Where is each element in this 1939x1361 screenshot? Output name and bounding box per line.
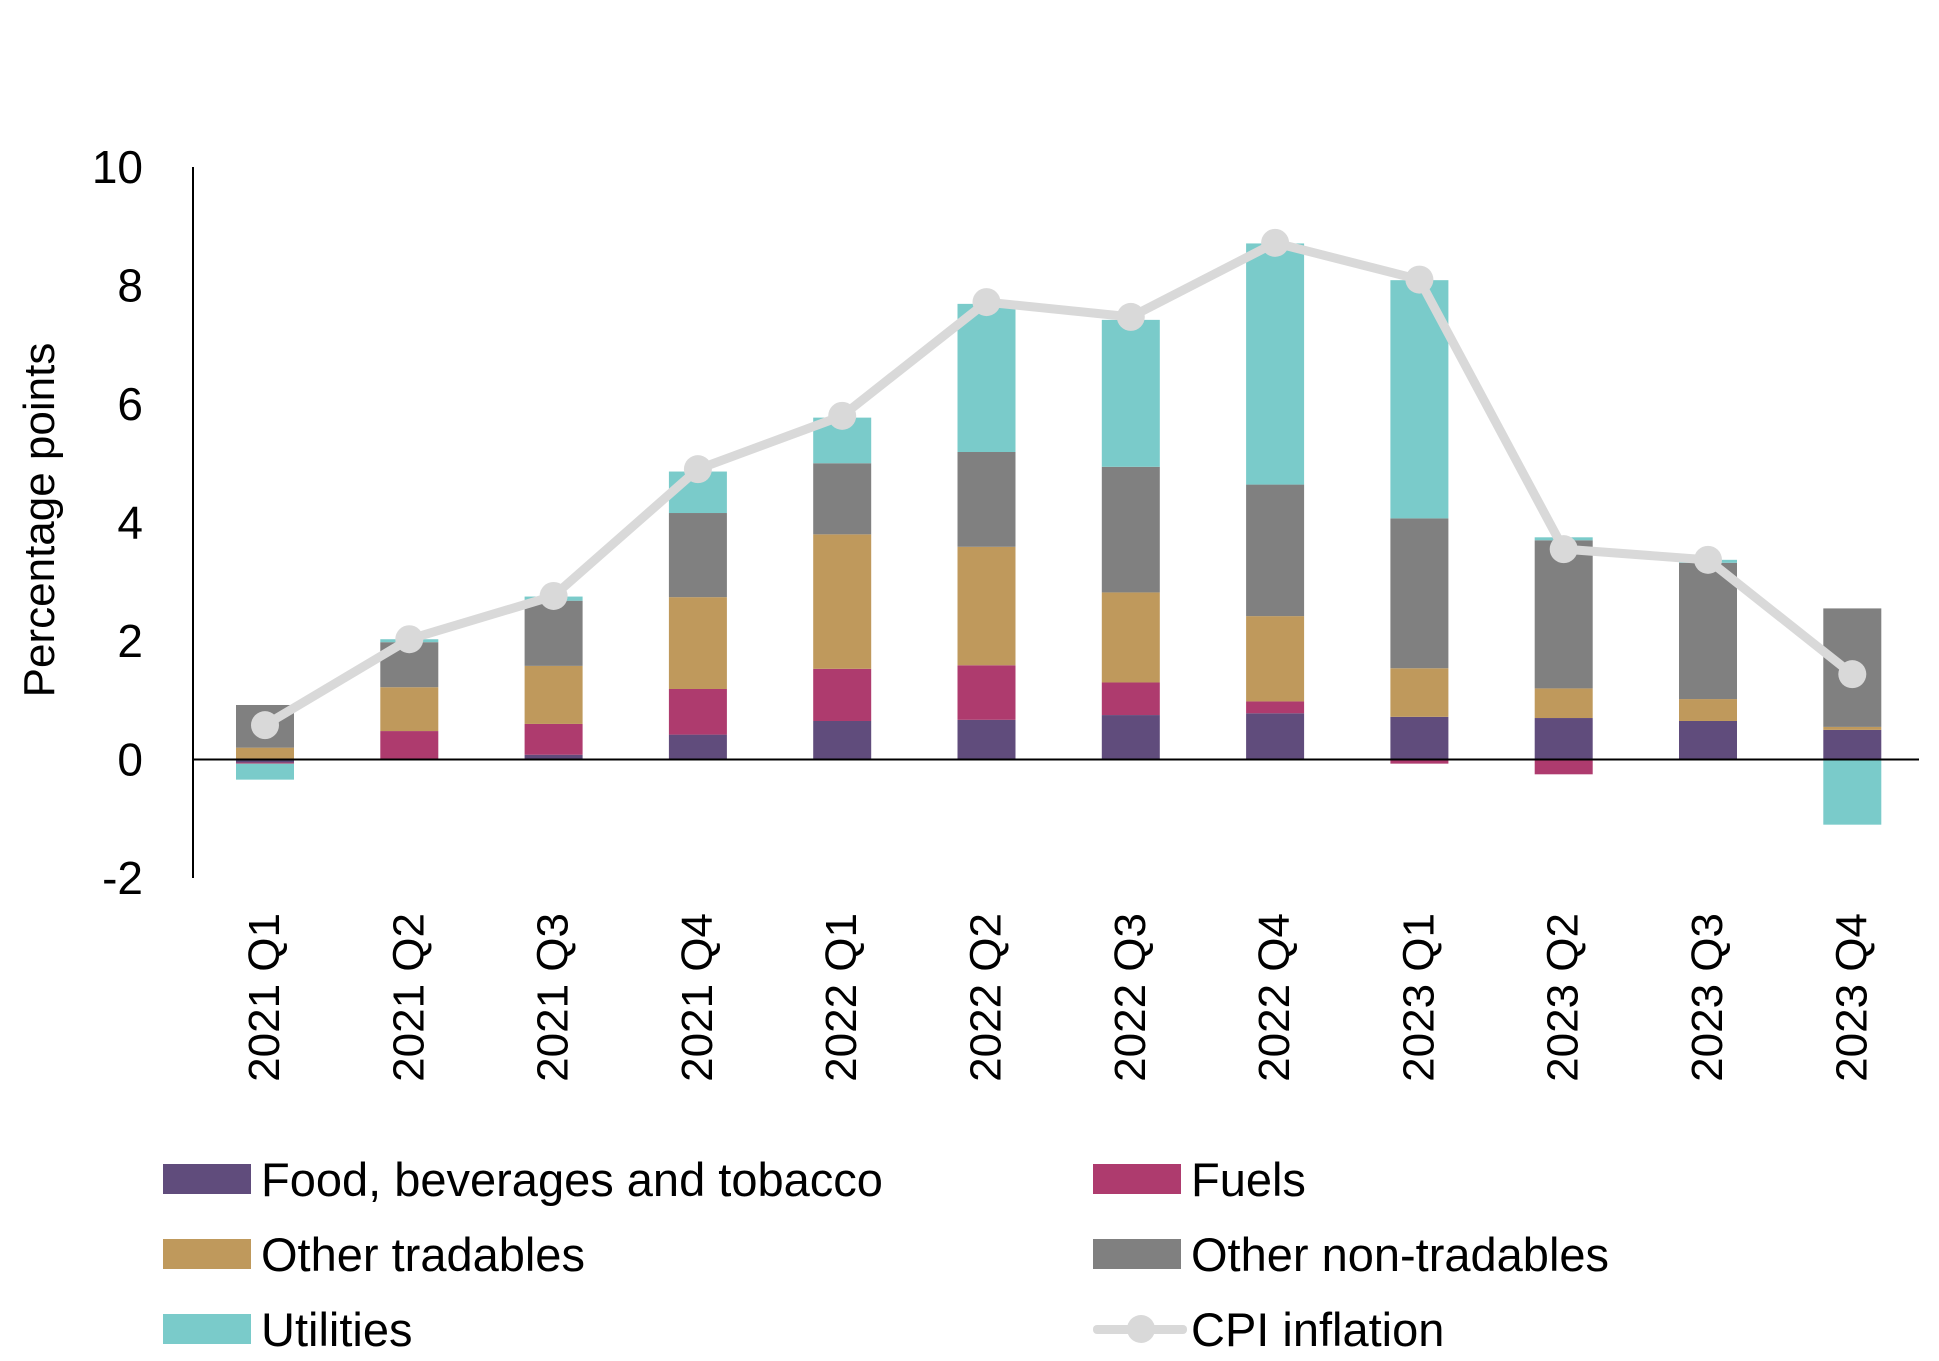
bar-segment bbox=[1246, 701, 1305, 714]
bar-segment bbox=[813, 463, 872, 535]
x-tick-label: 2021 Q3 bbox=[529, 913, 578, 1082]
bar-segment bbox=[1390, 759, 1449, 764]
cpi-inflation-line bbox=[260, 238, 1857, 730]
x-tick-label: 2021 Q1 bbox=[240, 913, 289, 1082]
bar-segment bbox=[1101, 319, 1160, 467]
bar-segment bbox=[1101, 592, 1160, 683]
y-tick-label: 8 bbox=[117, 260, 143, 312]
bar-segment bbox=[813, 534, 872, 669]
y-tick-label: 10 bbox=[92, 141, 143, 193]
bar-segment bbox=[1390, 716, 1449, 760]
x-tick-label: 2023 Q4 bbox=[1827, 913, 1876, 1082]
bar-segment bbox=[813, 720, 872, 760]
cpi-inflation-point bbox=[1694, 545, 1722, 574]
bar-segment bbox=[957, 303, 1016, 452]
y-tick-label: -2 bbox=[102, 852, 143, 904]
bar-segment bbox=[1390, 518, 1449, 669]
bar-segment bbox=[1823, 729, 1882, 760]
cpi-inflation-point bbox=[828, 401, 857, 430]
x-tick-label: 2021 Q4 bbox=[673, 913, 722, 1082]
bar-segment bbox=[1101, 715, 1160, 760]
bar-segment bbox=[1534, 688, 1593, 719]
bar-segment bbox=[668, 513, 727, 598]
bar-segment bbox=[1246, 616, 1305, 702]
bars-layer bbox=[236, 243, 1882, 825]
x-tick-label: 2023 Q3 bbox=[1683, 913, 1732, 1082]
y-tick-label: 2 bbox=[117, 615, 143, 667]
bar-segment bbox=[1246, 243, 1305, 485]
y-tick-label: 6 bbox=[117, 378, 143, 430]
cpi-inflation-point bbox=[251, 711, 279, 740]
bar-segment bbox=[668, 688, 727, 735]
bar-segment bbox=[1823, 726, 1882, 730]
y-tick-label: 0 bbox=[117, 734, 143, 786]
bar-segment bbox=[1679, 720, 1737, 760]
x-tick-label: 2023 Q2 bbox=[1539, 913, 1588, 1082]
axes-layer bbox=[192, 167, 1919, 878]
x-tick-labels: 2021 Q1 2021 Q2 2021 Q3 2021 Q4 2022 Q1 2022 … bbox=[240, 913, 1876, 1082]
bar-segment bbox=[957, 546, 1016, 666]
y-tick-label: 4 bbox=[117, 497, 143, 549]
bar-segment bbox=[524, 723, 583, 755]
bar-segment bbox=[1390, 668, 1449, 717]
cpi-inflation-point bbox=[1261, 228, 1290, 257]
x-tick-label: 2022 Q4 bbox=[1250, 913, 1299, 1082]
bar-segment bbox=[1534, 718, 1593, 760]
bar-segment bbox=[236, 759, 294, 763]
bar-segment bbox=[1679, 562, 1737, 700]
bar-segment bbox=[524, 665, 583, 724]
bar-segment bbox=[1823, 759, 1882, 825]
cpi-inflation-point bbox=[539, 581, 568, 610]
bar-segment bbox=[236, 747, 294, 760]
bar-segment bbox=[524, 600, 583, 666]
cpi-inflation-point bbox=[683, 455, 712, 484]
bar-segment bbox=[1246, 713, 1305, 760]
bar-segment bbox=[236, 763, 294, 780]
x-tick-label: 2022 Q3 bbox=[1106, 913, 1155, 1082]
cpi-inflation-point bbox=[972, 288, 1001, 317]
y-tick-labels: -2 0 2 4 6 8 10 bbox=[92, 141, 143, 904]
bar-segment bbox=[380, 687, 439, 732]
bar-segment bbox=[1246, 484, 1305, 617]
cpi-inflation-point bbox=[1549, 535, 1578, 564]
bar-segment bbox=[236, 762, 294, 764]
cpi-inflation-point bbox=[1116, 302, 1145, 331]
x-tick-label: 2022 Q2 bbox=[962, 913, 1011, 1082]
bar-segment bbox=[1679, 699, 1737, 721]
cpi-inflation-point bbox=[395, 625, 424, 654]
cpi-inflation-point bbox=[1838, 660, 1867, 689]
y-axis-title: Percentage points bbox=[15, 343, 64, 698]
x-tick-label: 2022 Q1 bbox=[817, 913, 866, 1082]
cpi-inflation-point bbox=[1405, 265, 1434, 294]
bar-segment bbox=[957, 451, 1016, 547]
bar-segment bbox=[1101, 466, 1160, 593]
bar-segment bbox=[1534, 759, 1593, 775]
bar-segment bbox=[957, 719, 1016, 760]
bar-segment bbox=[524, 754, 583, 760]
cpi-line-layer bbox=[251, 228, 1867, 740]
bar-segment bbox=[1534, 540, 1593, 689]
bar-segment bbox=[957, 665, 1016, 720]
bar-segment bbox=[668, 734, 727, 760]
bar-segment bbox=[813, 668, 872, 721]
x-tick-label: 2023 Q1 bbox=[1394, 913, 1443, 1082]
bar-segment bbox=[1101, 682, 1160, 716]
bar-segment bbox=[380, 731, 439, 760]
x-tick-label: 2021 Q2 bbox=[384, 913, 433, 1082]
bar-segment bbox=[668, 597, 727, 689]
